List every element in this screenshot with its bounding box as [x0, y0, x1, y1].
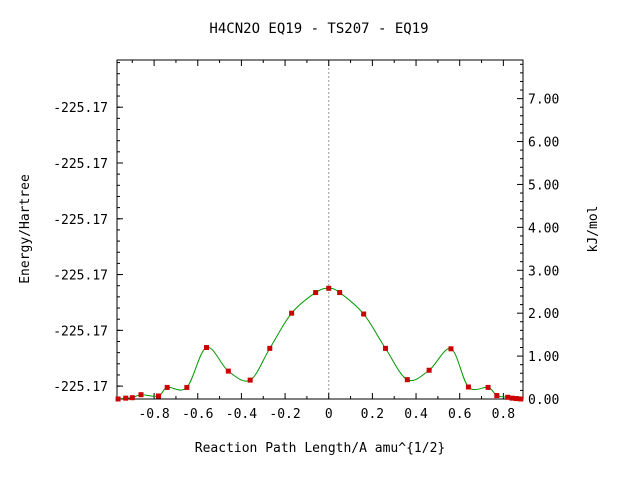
- x-axis-label: Reaction Path Length/A amu^{1/2}: [195, 441, 445, 456]
- data-point: [518, 396, 524, 402]
- data-point: [115, 396, 121, 402]
- right-tick-label: 7.00: [528, 93, 559, 108]
- data-point: [337, 290, 343, 296]
- right-tick-label: 6.00: [528, 136, 559, 151]
- x-tick-label: -0.2: [269, 407, 300, 422]
- data-point: [505, 394, 511, 400]
- data-point: [123, 395, 129, 401]
- right-axis-label: kJ/mol: [586, 206, 601, 253]
- left-tick-label: -225.17: [53, 101, 108, 116]
- x-axis-ticks: -0.8 -0.6 -0.4 -0.2 0 0.2 0.4 0.6 0.8: [131, 60, 515, 422]
- data-point: [267, 345, 273, 351]
- x-tick-label: 0.8: [492, 407, 515, 422]
- data-point: [448, 346, 454, 352]
- left-tick-label: -225.17: [53, 157, 108, 172]
- data-point: [184, 384, 190, 390]
- plot-frame: [116, 59, 524, 400]
- x-tick-label: -0.8: [138, 407, 169, 422]
- data-point: [494, 393, 500, 399]
- energy-curve: [118, 287, 521, 400]
- chart-title: H4CN2O EQ19 - TS207 - EQ19: [209, 21, 428, 37]
- x-tick-label: -0.6: [182, 407, 213, 422]
- data-point: [465, 384, 471, 390]
- right-tick-label: 1.00: [528, 350, 559, 365]
- data-point: [289, 310, 295, 316]
- data-point: [404, 377, 410, 383]
- x-tick-label: 0: [325, 407, 333, 422]
- data-point: [203, 345, 209, 351]
- right-tick-label: 2.00: [528, 307, 559, 322]
- right-tick-label: 4.00: [528, 221, 559, 236]
- right-tick-label: 0.00: [528, 393, 559, 408]
- data-point: [138, 392, 144, 398]
- left-axis-label: Energy/Hartree: [18, 174, 33, 284]
- right-tick-label: 3.00: [528, 264, 559, 279]
- data-point: [426, 367, 432, 373]
- left-tick-label: -225.17: [53, 380, 108, 395]
- left-tick-label: -225.17: [53, 213, 108, 228]
- data-point: [509, 395, 515, 401]
- x-tick-label: 0.4: [404, 407, 428, 422]
- data-point: [361, 311, 367, 317]
- data-point: [513, 396, 519, 402]
- data-point: [247, 377, 253, 383]
- data-point: [326, 285, 332, 291]
- right-tick-label: 5.00: [528, 178, 559, 193]
- data-point: [225, 368, 231, 374]
- left-tick-label: -225.17: [53, 269, 108, 284]
- data-point: [164, 384, 170, 390]
- data-point: [382, 345, 388, 351]
- data-point: [155, 393, 161, 399]
- left-tick-label: -225.17: [53, 324, 108, 339]
- data-point: [485, 384, 491, 390]
- x-tick-label: 0.6: [448, 407, 471, 422]
- right-axis-ticks: 0.00 1.00 2.00 3.00 4.00 5.00 6.00 7.00: [517, 63, 559, 408]
- x-tick-label: -0.4: [226, 407, 257, 422]
- data-point: [313, 290, 319, 296]
- x-tick-label: 0.2: [361, 407, 384, 422]
- data-point: [129, 395, 135, 401]
- left-axis-ticks: -225.17 -225.17 -225.17 -225.17 -225.17 -225.…: [53, 62, 123, 398]
- data-point-markers: [115, 285, 524, 402]
